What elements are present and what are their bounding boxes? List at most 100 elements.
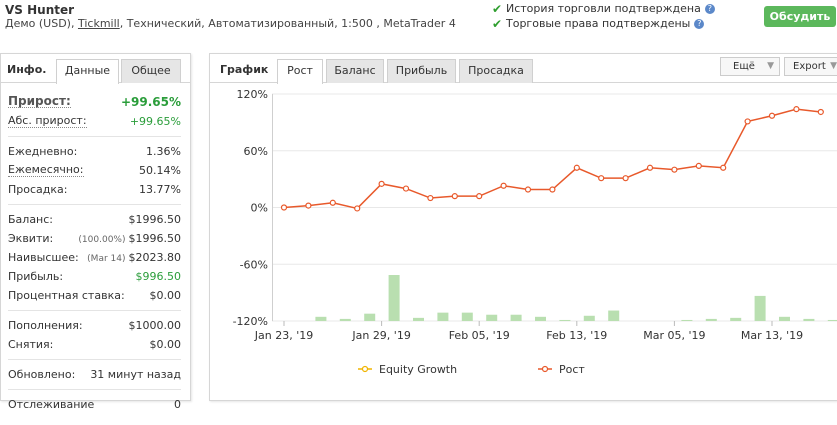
divider — [8, 389, 181, 390]
stat-label: Обновлено: — [8, 368, 76, 381]
stat-withdrawals: Снятия: $0.00 — [8, 335, 181, 354]
account-type: Демо (USD), — [5, 17, 78, 30]
broker-link[interactable]: Tickmill — [77, 17, 120, 30]
stat-interest: Процентная ставка: $0.00 — [8, 286, 181, 305]
stat-label: Снятия: — [8, 338, 54, 351]
volume-bar — [486, 314, 498, 321]
y-tick-label: -60% — [240, 258, 268, 271]
y-tick-label: -120% — [233, 315, 268, 328]
tab-growth[interactable]: Рост — [277, 59, 323, 84]
discuss-button[interactable]: Обсудить — [764, 6, 836, 27]
stat-monthly: Ежемесячно: 50.14% — [8, 161, 181, 180]
info-panel: Инфо. Данные Общее Прирост: +99.65% Абс.… — [0, 53, 191, 411]
stat-label: Процентная ставка: — [8, 289, 125, 302]
stat-value: +99.65% — [120, 94, 181, 109]
stat-note: (100.00%) — [78, 235, 126, 245]
tab-drawdown[interactable]: Просадка — [459, 59, 533, 83]
volume-bar — [705, 318, 717, 321]
stat-value: +99.65% — [129, 115, 181, 128]
stat-value: $1000.00 — [128, 319, 182, 332]
growth-point — [354, 205, 361, 212]
stat-equity: Эквити: (100.00%) $1996.50 — [8, 229, 181, 248]
legend-equity-label: Equity Growth — [379, 363, 457, 376]
volume-bar — [461, 312, 473, 321]
chart-panel-title: График — [220, 63, 269, 76]
growth-chart: 120% 60% 0% -60% -120%Jan 23, '19 Jan 29, '19… — [233, 88, 837, 376]
tab-profit[interactable]: Прибыль — [387, 59, 456, 83]
growth-point — [598, 175, 605, 182]
stat-drawdown: Просадка: 13.77% — [8, 180, 181, 199]
growth-point — [500, 182, 507, 189]
account-header: VS Hunter Демо (USD), Tickmill, Техничес… — [0, 0, 837, 40]
history-verified: ✔ История торговли подтверждена ? — [492, 1, 715, 16]
chart-tabbar: График Рост Баланс Прибыль Просадка Ещё … — [210, 54, 837, 84]
stat-label: Пополнения: — [8, 319, 83, 332]
volume-bar — [413, 317, 424, 321]
rights-verified: ✔ Торговые права подтверждены ? — [492, 16, 715, 31]
volume-bar — [535, 316, 546, 321]
stat-label: Прирост: — [8, 94, 71, 108]
growth-point — [305, 202, 312, 209]
stat-highest: Наивысшее: (Mar 14) $2023.80 — [8, 248, 181, 267]
check-icon: ✔ — [492, 16, 503, 31]
tab-balance[interactable]: Баланс — [326, 59, 384, 83]
x-tick-label: Jan 23, '19 — [254, 329, 313, 342]
growth-point — [329, 199, 336, 206]
tab-general[interactable]: Общее — [121, 59, 181, 83]
legend-equity-marker — [361, 365, 369, 373]
volume-bar — [559, 319, 571, 321]
x-tick-label: Feb 13, '19 — [546, 329, 607, 342]
export-dropdown[interactable]: Export ▼ — [784, 57, 837, 76]
stat-value: 0 — [174, 398, 181, 411]
stat-value: $1996.50 — [128, 213, 182, 226]
info-tabbar: Инфо. Данные Общее — [1, 54, 190, 84]
tab-data[interactable]: Данные — [56, 59, 119, 84]
growth-point — [524, 186, 532, 193]
growth-point — [622, 175, 629, 182]
more-dropdown[interactable]: Ещё ▼ — [720, 57, 780, 76]
chart-panel: График Рост Баланс Прибыль Просадка Ещё … — [209, 53, 837, 401]
growth-point — [646, 164, 654, 171]
growth-point — [817, 108, 824, 116]
help-icon[interactable]: ? — [704, 3, 715, 14]
x-tick-label: Mar 13, '19 — [741, 329, 803, 342]
stat-profit: Прибыль: $996.50 — [8, 267, 181, 286]
chevron-down-icon: ▼ — [830, 61, 837, 71]
growth-point — [427, 194, 434, 202]
volume-bar — [779, 316, 790, 321]
stat-value: 50.14% — [139, 164, 181, 177]
x-tick-label: Feb 05, '19 — [449, 329, 510, 342]
volume-bar — [339, 318, 351, 321]
growth-point — [451, 193, 458, 200]
growth-point — [744, 118, 751, 125]
volume-bar — [754, 295, 766, 321]
y-tick-label: 0% — [251, 202, 268, 215]
help-icon[interactable]: ? — [694, 18, 705, 29]
y-tick-label: 60% — [244, 145, 268, 158]
stat-value: $0.00 — [149, 289, 182, 302]
growth-series-line — [283, 108, 821, 210]
volume-bar — [583, 315, 595, 321]
stat-value: $996.50 — [135, 270, 182, 283]
stat-value: 1.36% — [146, 145, 181, 158]
volume-bar — [315, 316, 327, 321]
volume-bar — [803, 318, 815, 321]
stat-value-text: $2023.80 — [128, 251, 182, 264]
legend-growth-marker — [541, 365, 549, 373]
legend-growth-label: Рост — [559, 363, 585, 376]
y-tick-label: 120% — [237, 88, 268, 101]
account-subtitle: Демо (USD), Tickmill, Технический, Автом… — [5, 17, 456, 30]
volume-bar — [437, 312, 449, 321]
stat-daily: Ежедневно: 1.36% — [8, 142, 181, 161]
x-tick-label: Mar 05, '19 — [643, 329, 705, 342]
stat-label: Отслеживание — [8, 398, 95, 411]
stat-note: (Mar 14) — [87, 254, 126, 264]
growth-point — [720, 164, 727, 171]
more-label: Ещё — [733, 61, 755, 72]
volume-bar — [827, 319, 837, 321]
divider — [8, 310, 181, 311]
stats-list: Прирост: +99.65% Абс. прирост: +99.65% Е… — [1, 83, 190, 414]
growth-point — [671, 166, 678, 173]
volume-bar — [364, 313, 376, 321]
stat-label: Ежедневно: — [8, 145, 78, 158]
